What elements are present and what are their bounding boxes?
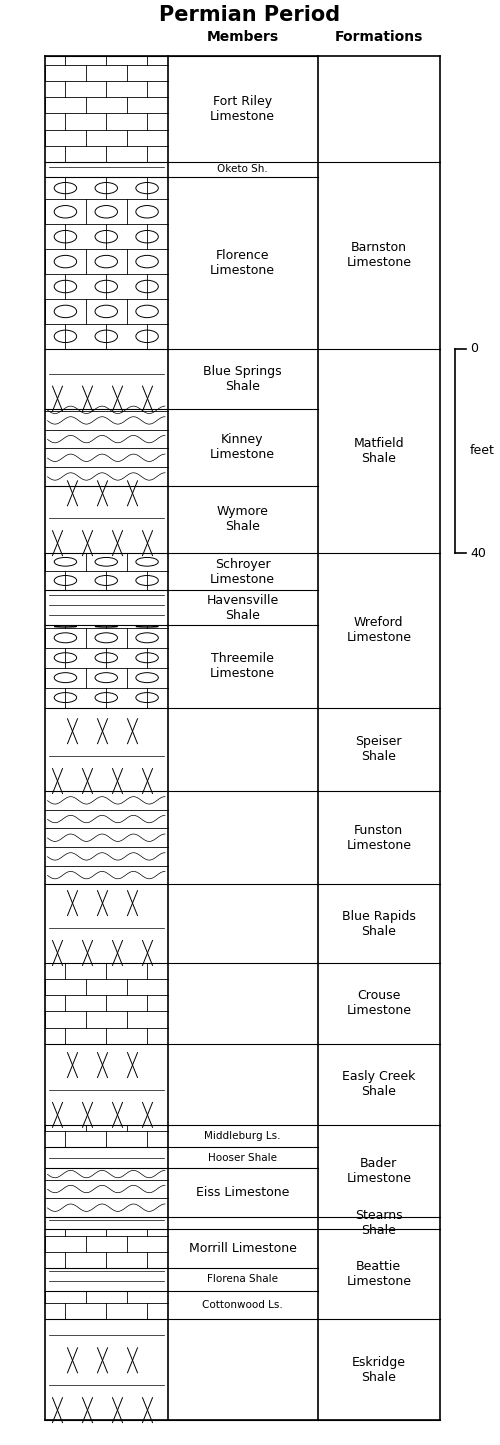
Text: Formations: Formations [335,30,423,45]
Text: Oketo Sh.: Oketo Sh. [217,165,268,175]
Text: Hooser Shale: Hooser Shale [208,1153,277,1163]
Text: Eskridge
Shale: Eskridge Shale [352,1355,406,1384]
Text: Threemile
Limestone: Threemile Limestone [210,653,275,681]
Text: 40: 40 [470,546,486,559]
Text: Middleburg Ls.: Middleburg Ls. [204,1131,281,1142]
Text: Cottonwood Ls.: Cottonwood Ls. [202,1300,283,1309]
Text: Permian Period: Permian Period [160,4,340,25]
Text: Speiser
Shale: Speiser Shale [356,736,402,763]
Text: Members: Members [206,30,279,45]
Text: Blue Rapids
Shale: Blue Rapids Shale [342,910,415,938]
Text: Wreford
Limestone: Wreford Limestone [346,617,412,644]
Text: Crouse
Limestone: Crouse Limestone [346,990,412,1017]
Text: Morrill Limestone: Morrill Limestone [188,1243,296,1256]
Text: feet: feet [470,445,495,458]
Text: Matfield
Shale: Matfield Shale [354,436,404,465]
Text: Florena Shale: Florena Shale [207,1274,278,1285]
Text: Wymore
Shale: Wymore Shale [216,506,268,533]
Text: Stearns
Shale: Stearns Shale [355,1209,403,1237]
Text: Bader
Limestone: Bader Limestone [346,1157,412,1185]
Text: 0: 0 [470,342,478,355]
Text: Funston
Limestone: Funston Limestone [346,824,412,851]
Text: Havensville
Shale: Havensville Shale [206,594,279,621]
Text: Eiss Limestone: Eiss Limestone [196,1186,289,1199]
Text: Beattie
Limestone: Beattie Limestone [346,1260,412,1289]
Text: Easly Creek
Shale: Easly Creek Shale [342,1071,415,1098]
Text: Florence
Limestone: Florence Limestone [210,249,275,277]
Text: Barnston
Limestone: Barnston Limestone [346,241,412,269]
Text: Fort Riley
Limestone: Fort Riley Limestone [210,95,275,123]
Text: Blue Springs
Shale: Blue Springs Shale [203,364,282,393]
Text: Kinney
Limestone: Kinney Limestone [210,434,275,461]
Text: Schroyer
Limestone: Schroyer Limestone [210,558,275,585]
